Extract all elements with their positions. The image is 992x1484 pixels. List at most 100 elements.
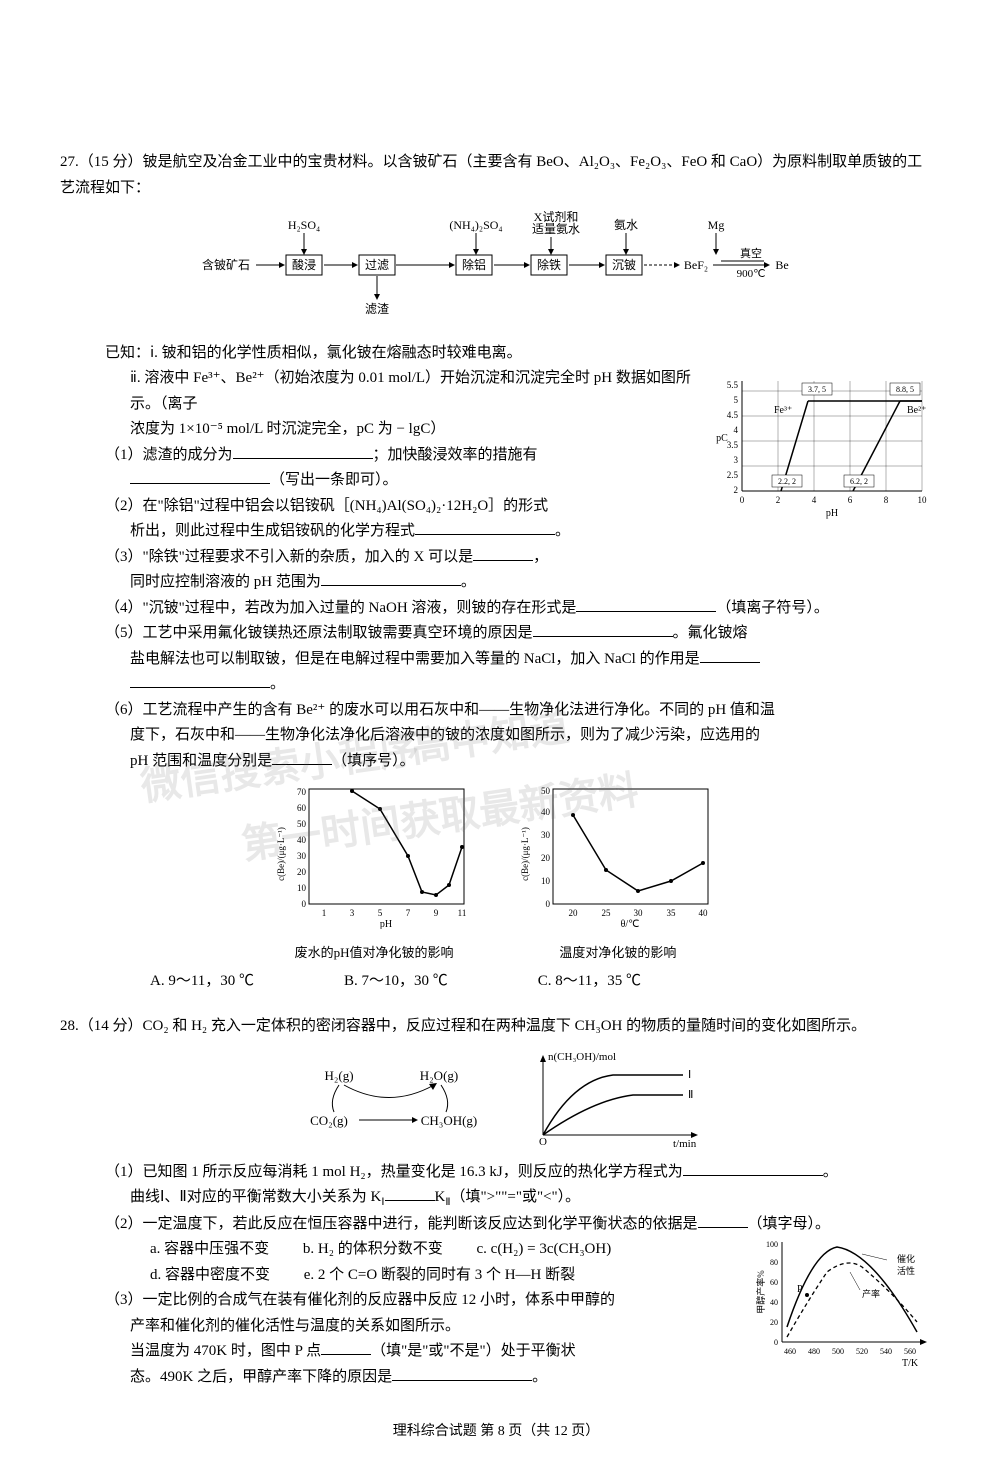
svg-text:3: 3 [350, 908, 355, 918]
svg-text:2: 2 [734, 485, 739, 495]
svg-text:产率: 产率 [862, 1288, 880, 1299]
svg-text:5: 5 [734, 395, 739, 405]
p2a: （2）在"除铝"过程中铝会以铝铵矾［(NH₄)Al(SO₄)₂·12H₂O］的形… [105, 498, 548, 514]
p3a: （3）"除铁"过程要求不引入新的杂质，加入的 X 可以是 [105, 549, 473, 565]
svg-text:5: 5 [378, 908, 383, 918]
p2b: （填字母）。 [748, 1216, 831, 1232]
svg-text:0: 0 [774, 1338, 778, 1347]
sub-a[interactable]: a. 容器中压强不变 [150, 1237, 269, 1263]
svg-text:催化: 催化 [897, 1253, 915, 1264]
p5ct: 盐电解法也可以制取铍，但是在电解过程中需要加入等量的 NaCl，加入 NaCl … [130, 651, 700, 667]
blank[interactable] [473, 546, 533, 561]
svg-text:10: 10 [297, 883, 307, 893]
reaction-scheme: H₂(g) H₂O(g) CO₂(g) CH₃OH(g) [289, 1060, 489, 1140]
p1a: （1）滤渣的成分为 [105, 447, 233, 463]
p3et: 态。490K 之后，甲醇产率下降的原因是 [130, 1369, 392, 1385]
q27-head: 27.（15 分）铍是航空及冶金工业中的宝贵材料。以含铍矿石（主要含有 BeO、… [60, 150, 932, 201]
svg-text:460: 460 [784, 1347, 796, 1356]
p6ct: pH 范围和温度分别是 [130, 753, 272, 769]
p3d: 。 [461, 574, 476, 590]
blank[interactable] [130, 673, 270, 688]
blank[interactable] [533, 622, 673, 637]
svg-text:2.5: 2.5 [727, 470, 739, 480]
page-footer: 理科综合试题 第 8 页（共 12 页） [60, 1420, 932, 1444]
p6d: （填序号）。 [332, 753, 415, 769]
blank[interactable] [392, 1366, 532, 1381]
svg-text:40: 40 [297, 835, 307, 845]
blank[interactable] [698, 1213, 748, 1228]
p5b: 。氟化铍熔 [673, 625, 748, 641]
svg-text:30: 30 [297, 851, 307, 861]
q28-schemes: H₂(g) H₂O(g) CO₂(g) CH₃OH(g) O t/min n(C… [60, 1050, 932, 1150]
blank[interactable] [683, 1161, 823, 1176]
svg-text:n(CH₃OH)/mol: n(CH₃OH)/mol [548, 1051, 616, 1063]
opt-b[interactable]: B. 7～10，30 ℃ [344, 969, 448, 995]
q28-p1: （1）已知图 1 所示反应每消耗 1 mol H₂，热量变化是 16.3 kJ，… [60, 1160, 932, 1186]
blank[interactable] [233, 444, 373, 459]
svg-text:520: 520 [856, 1347, 868, 1356]
svg-text:8.8, 5: 8.8, 5 [896, 385, 914, 394]
svg-text:c(Be)/(μg·L⁻¹): c(Be)/(μg·L⁻¹) [520, 827, 530, 881]
blank[interactable] [576, 597, 716, 612]
svg-text:50: 50 [541, 786, 551, 796]
svg-text:480: 480 [808, 1347, 820, 1356]
svg-text:pH: pH [380, 919, 392, 929]
sub-b[interactable]: b. H₂ 的体积分数不变 [303, 1237, 443, 1263]
p3d: （填"是"或"不是"）处于平衡状 [371, 1343, 576, 1359]
svg-text:Be²⁺: Be²⁺ [907, 405, 926, 416]
blank[interactable] [130, 469, 270, 484]
yield-chart: 0 20 40 60 80 100 460 480 500 520 540 56… [752, 1232, 932, 1382]
svg-text:30: 30 [633, 908, 643, 918]
svg-text:60: 60 [297, 803, 307, 813]
svg-text:40: 40 [541, 807, 551, 817]
q27-number: 27. [60, 154, 79, 170]
p1b: 。 [823, 1164, 838, 1180]
blank[interactable] [415, 520, 555, 535]
p3f: 。 [532, 1369, 547, 1385]
p4b: （填离子符号）。 [716, 600, 829, 616]
sub-e[interactable]: e. 2 个 C=O 断裂的同时有 3 个 H—H 断裂 [304, 1263, 575, 1289]
q27-p3c: 同时应控制溶液的 pH 范围为。 [60, 570, 932, 596]
p1e: （填">""="或"<"）。 [451, 1189, 581, 1205]
sub-c[interactable]: c. c(H₂) = 3c(CH₃OH) [477, 1237, 612, 1263]
svg-text:甲醇产率%: 甲醇产率% [755, 1270, 766, 1314]
q27-p3: （3）"除铁"过程要求不引入新的杂质，加入的 X 可以是， [60, 545, 932, 571]
q28-head: 28.（14 分）CO₂ 和 H₂ 充入一定体积的密闭容器中，反应过程和在两种温… [60, 1014, 932, 1040]
p2a: （2）一定温度下，若此反应在恒压容器中进行，能判断该反应达到化学平衡状态的依据是 [105, 1216, 698, 1232]
svg-text:100: 100 [766, 1240, 778, 1249]
blank[interactable] [321, 571, 461, 586]
question-27: 27.（15 分）铍是航空及冶金工业中的宝贵材料。以含铍矿石（主要含有 BeO、… [60, 150, 932, 994]
p4a: （4）"沉铍"过程中，若改为加入过量的 NaOH 溶液，则铍的存在形式是 [105, 600, 576, 616]
question-28: 28.（14 分）CO₂ 和 H₂ 充入一定体积的密闭容器中，反应过程和在两种温… [60, 1014, 932, 1390]
sub-d[interactable]: d. 容器中密度不变 [150, 1263, 270, 1289]
q28-intro: CO₂ 和 H₂ 充入一定体积的密闭容器中，反应过程和在两种温度下 CH₃OH … [143, 1018, 867, 1034]
svg-text:10: 10 [918, 495, 928, 505]
p2bt: 析出，则此过程中生成铝铵矾的化学方程式 [130, 523, 415, 539]
opt-c[interactable]: C. 8～11，35 ℃ [538, 969, 641, 995]
q27-known1: 已知：ⅰ. 铍和铝的化学性质相似，氯化铍在熔融态时较难电离。 [60, 341, 932, 367]
flow-out2: Be [775, 258, 788, 272]
flow-r3b: 适量氨水 [532, 222, 580, 236]
svg-text:30: 30 [541, 830, 551, 840]
svg-text:900℃: 900℃ [737, 268, 766, 280]
svg-text:40: 40 [698, 908, 708, 918]
svg-text:pH: pH [826, 508, 838, 519]
p1dt: K [435, 1189, 446, 1205]
flow-out1: BeF₂ [684, 258, 708, 272]
svg-text:9: 9 [434, 908, 439, 918]
svg-text:T/K: T/K [902, 1358, 919, 1369]
blank[interactable] [321, 1340, 371, 1355]
svg-text:3: 3 [734, 455, 739, 465]
q27-p5d: 。 [60, 672, 932, 698]
p1c: （写出一条即可）。 [270, 472, 398, 488]
svg-text:c(Be)/(μg·L⁻¹): c(Be)/(μg·L⁻¹) [276, 827, 286, 881]
opt-a[interactable]: A. 9～11，30 ℃ [150, 969, 254, 995]
svg-text:20: 20 [568, 908, 578, 918]
svg-text:2.2, 2: 2.2, 2 [778, 477, 796, 486]
blank[interactable] [272, 750, 332, 765]
svg-text:3.7, 5: 3.7, 5 [808, 385, 826, 394]
blank[interactable] [700, 648, 760, 663]
svg-text:0: 0 [740, 495, 745, 505]
q28-p2: （2）一定温度下，若此反应在恒压容器中进行，能判断该反应达到化学平衡状态的依据是… [60, 1212, 932, 1238]
blank[interactable] [385, 1186, 435, 1201]
